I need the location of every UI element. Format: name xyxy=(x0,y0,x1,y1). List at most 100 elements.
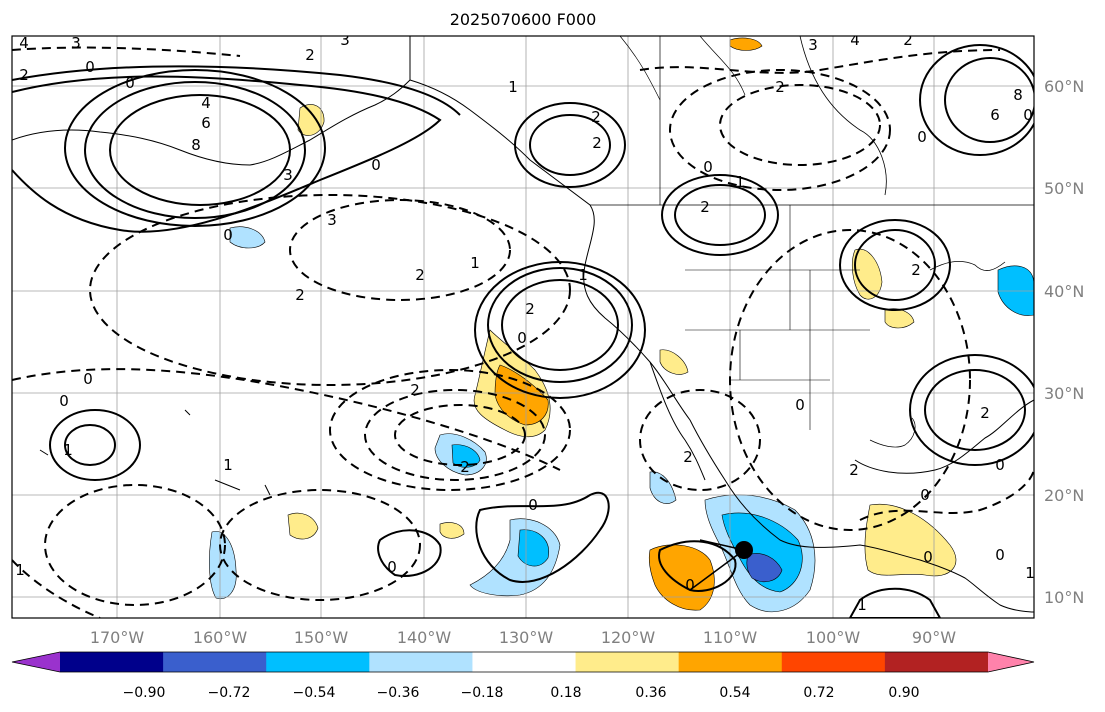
shade-orange-mexico xyxy=(648,544,715,611)
colorbar-tick: −0.36 xyxy=(377,685,420,701)
contour-label: 0 xyxy=(125,74,135,92)
contour-label: 2 xyxy=(775,78,785,96)
colorbar-tick: 0.18 xyxy=(550,685,581,701)
contour-label: 0 xyxy=(995,546,1005,564)
contour-label: 4 xyxy=(201,94,211,112)
contour-label: 1 xyxy=(63,441,73,459)
colorbar-tick: 0.72 xyxy=(803,685,834,701)
contour-label: 0 xyxy=(371,156,381,174)
colorbar-extend-max xyxy=(988,652,1034,672)
contour-label: 2 xyxy=(19,66,29,84)
plot-frame xyxy=(11,35,1035,619)
contour-label: 0 xyxy=(528,496,538,514)
shade-blue-large-core xyxy=(721,512,803,593)
shade-yellow-lakes xyxy=(851,248,883,300)
shade-blue-hawaii xyxy=(209,531,237,600)
contour-label: 3 xyxy=(71,34,81,52)
contour-label: 2 xyxy=(591,108,601,126)
contour-label: 0 xyxy=(1023,106,1033,124)
contour-label: 0 xyxy=(917,128,927,146)
colorbar-segment xyxy=(60,652,164,672)
colorbar-segment xyxy=(472,652,577,672)
colorbar-segment xyxy=(369,652,473,672)
lon-label: 90°W xyxy=(912,628,956,647)
lon-label: 120°W xyxy=(601,628,656,647)
colorbar-outline xyxy=(11,651,1035,673)
contour-label: 1 xyxy=(508,78,518,96)
colorbar-tick: 0.90 xyxy=(888,685,919,701)
solid-contours xyxy=(12,44,1034,618)
colorbar-tick: 0.36 xyxy=(635,685,666,701)
contour-label: 1 xyxy=(223,456,233,474)
contour-label: 2 xyxy=(460,458,470,476)
contour-label: 2 xyxy=(911,261,921,279)
colorbar-tick: −0.54 xyxy=(293,685,336,701)
contour-label: 2 xyxy=(683,448,693,466)
contour-label: 2 xyxy=(410,381,420,399)
storm-track xyxy=(689,539,745,591)
contour-label: 0 xyxy=(59,392,69,410)
contour-label: 0 xyxy=(923,548,933,566)
lon-label: 150°W xyxy=(294,628,349,647)
latlon-grid xyxy=(12,36,1034,618)
colorbar-tick: −0.72 xyxy=(208,685,251,701)
contour-label: 4 xyxy=(850,31,860,49)
colorbar-tick: −0.18 xyxy=(461,685,504,701)
shade-yellow-misc6 xyxy=(659,349,689,375)
contour-label: 2 xyxy=(295,286,305,304)
contour-label: 2 xyxy=(525,300,535,318)
shade-orange-core xyxy=(494,364,549,426)
contour-label: 0 xyxy=(920,486,930,504)
colorbar-extend-min xyxy=(12,652,60,672)
contour-label: 2 xyxy=(903,31,913,49)
contour-label: 2 xyxy=(700,198,710,216)
colorbar-tick: 0.54 xyxy=(719,685,750,701)
colorbar-segment xyxy=(678,652,783,672)
contour-label: 4 xyxy=(19,34,29,52)
shade-blue-pac xyxy=(229,226,266,249)
contour-label: 1 xyxy=(470,254,480,272)
lon-label: 110°W xyxy=(703,628,758,647)
lat-label: 30°N xyxy=(1044,384,1084,403)
lat-label: 60°N xyxy=(1044,77,1084,96)
contour-label: 3 xyxy=(808,36,818,54)
shade-yellow-misc4 xyxy=(439,522,465,539)
contour-label: 1 xyxy=(578,266,588,284)
colorbar xyxy=(11,651,1035,673)
lat-label: 50°N xyxy=(1044,179,1084,198)
lon-label: 100°W xyxy=(806,628,861,647)
contour-label: 2 xyxy=(305,46,315,64)
shade-yellow-misc1 xyxy=(287,512,319,540)
contour-label: 2 xyxy=(849,461,859,479)
contour-label: 0 xyxy=(795,396,805,414)
contour-label: 1 xyxy=(15,561,25,579)
lat-axis-labels: 60°N 50°N 40°N 30°N 20°N 10°N xyxy=(1044,77,1084,607)
contour-label: 2 xyxy=(415,266,425,284)
colorbar-segment xyxy=(163,652,267,672)
shade-yellow-misc3 xyxy=(729,37,763,51)
contour-label: 0 xyxy=(85,58,95,76)
contour-label: 2 xyxy=(592,134,602,152)
colorbar-segment xyxy=(884,652,989,672)
lat-label: 10°N xyxy=(1044,588,1084,607)
map-title: 2025070600 F000 xyxy=(449,10,597,29)
contour-label: 0 xyxy=(703,158,713,176)
contour-label: 3 xyxy=(283,166,293,184)
colorbar-ticks: −0.90 −0.72 −0.54 −0.36 −0.18 0.18 0.36 … xyxy=(123,685,920,701)
contour-label: 0 xyxy=(685,576,695,594)
lat-label: 40°N xyxy=(1044,282,1084,301)
lon-label: 170°W xyxy=(90,628,145,647)
contour-label: 0 xyxy=(995,456,1005,474)
contour-label: 3 xyxy=(340,31,350,49)
contour-label: 1 xyxy=(857,596,867,614)
contour-label: 0 xyxy=(387,558,397,576)
colorbar-segment xyxy=(781,652,886,672)
contour-label: 1 xyxy=(735,173,745,191)
contour-label: 0 xyxy=(517,329,527,347)
lon-label: 140°W xyxy=(397,628,452,647)
shade-darkblue xyxy=(746,553,783,583)
lon-label: 160°W xyxy=(193,628,248,647)
